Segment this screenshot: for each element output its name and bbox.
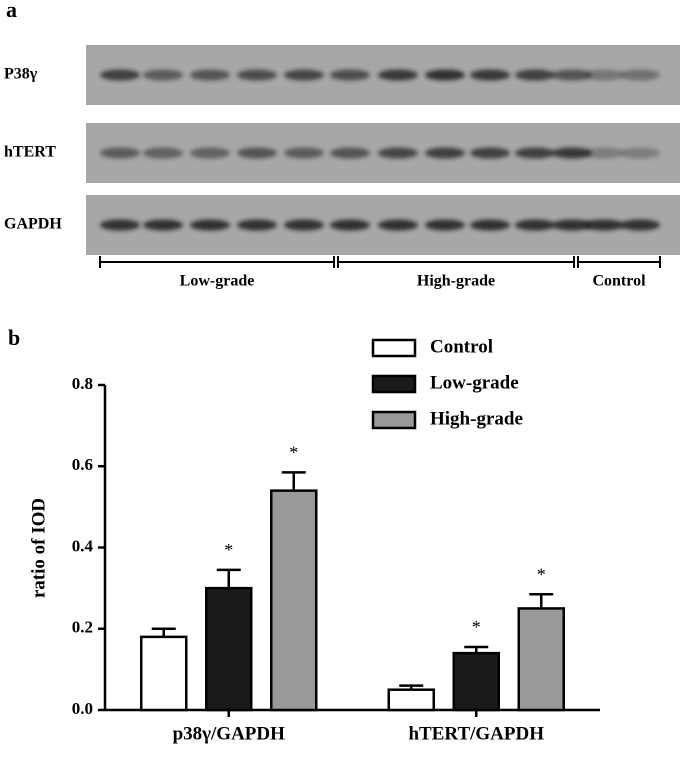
- bar: [140, 635, 188, 712]
- blot-band: [100, 69, 140, 81]
- blot-band: [515, 147, 555, 159]
- blot-band: [584, 219, 624, 231]
- blot-band: [143, 147, 183, 159]
- blot-band: [330, 219, 370, 231]
- blot-band: [190, 219, 230, 231]
- blot-band: [284, 219, 324, 231]
- legend-swatch: [371, 338, 417, 358]
- y-axis-label: ratio of IOD: [28, 498, 49, 598]
- blot-band: [515, 219, 555, 231]
- legend-label: Control: [430, 336, 493, 357]
- blot-band: [378, 69, 418, 81]
- blot-band: [470, 69, 510, 81]
- panel-label: a: [6, 0, 17, 22]
- blot-band: [330, 69, 370, 81]
- blot-band: [237, 147, 277, 159]
- blot-band: [584, 147, 624, 159]
- y-tick-label: 0.0: [72, 699, 93, 718]
- blot-band: [470, 147, 510, 159]
- blot-band: [515, 69, 555, 81]
- significance-marker: *: [289, 442, 298, 462]
- row-label: hTERT: [4, 144, 56, 161]
- blot-band: [100, 219, 140, 231]
- bar: [205, 586, 253, 712]
- blot-band: [425, 69, 465, 81]
- blot-band: [378, 219, 418, 231]
- blot-band: [584, 69, 624, 81]
- significance-marker: *: [224, 540, 233, 560]
- blot-panel: P38γ hTERT GAPDH Low-grade High-grade Control: [4, 45, 680, 290]
- blot-band: [237, 219, 277, 231]
- x-tick-label: hTERT/GAPDH: [408, 723, 544, 744]
- blot-band: [143, 219, 183, 231]
- group-label: Control: [592, 273, 646, 290]
- blot-band: [100, 147, 140, 159]
- blot-band: [425, 147, 465, 159]
- blot-band: [330, 147, 370, 159]
- blot-band: [425, 219, 465, 231]
- row-label: GAPDH: [4, 216, 62, 233]
- y-tick-label: 0.8: [72, 374, 93, 393]
- blot-band: [378, 147, 418, 159]
- legend-label: Low-grade: [430, 372, 519, 393]
- blot-band: [620, 147, 660, 159]
- y-tick-label: 0.6: [72, 455, 93, 474]
- legend-swatch: [371, 374, 417, 394]
- blot-band: [190, 69, 230, 81]
- y-tick-label: 0.2: [72, 618, 93, 637]
- blot-band: [552, 219, 592, 231]
- blot-band: [284, 69, 324, 81]
- bar: [387, 688, 435, 712]
- blot-band: [620, 219, 660, 231]
- blot-band: [470, 219, 510, 231]
- blot-band: [143, 69, 183, 81]
- blot-band: [552, 147, 592, 159]
- panel-label: b: [8, 325, 20, 350]
- group-label: Low-grade: [180, 273, 255, 290]
- significance-marker: *: [537, 564, 546, 584]
- blot-band: [237, 69, 277, 81]
- significance-marker: *: [472, 617, 481, 637]
- bar: [452, 651, 500, 712]
- legend-swatch: [371, 410, 417, 430]
- legend-label: High-grade: [430, 408, 523, 429]
- row-label: P38γ: [4, 66, 38, 83]
- bar: [517, 607, 565, 712]
- blot-band: [284, 147, 324, 159]
- bar: [270, 489, 318, 712]
- x-tick-label: p38γ/GAPDH: [173, 723, 286, 744]
- blot-band: [552, 69, 592, 81]
- y-tick-label: 0.4: [72, 536, 94, 555]
- blot-band: [620, 69, 660, 81]
- blot-band: [190, 147, 230, 159]
- group-label: High-grade: [417, 273, 495, 290]
